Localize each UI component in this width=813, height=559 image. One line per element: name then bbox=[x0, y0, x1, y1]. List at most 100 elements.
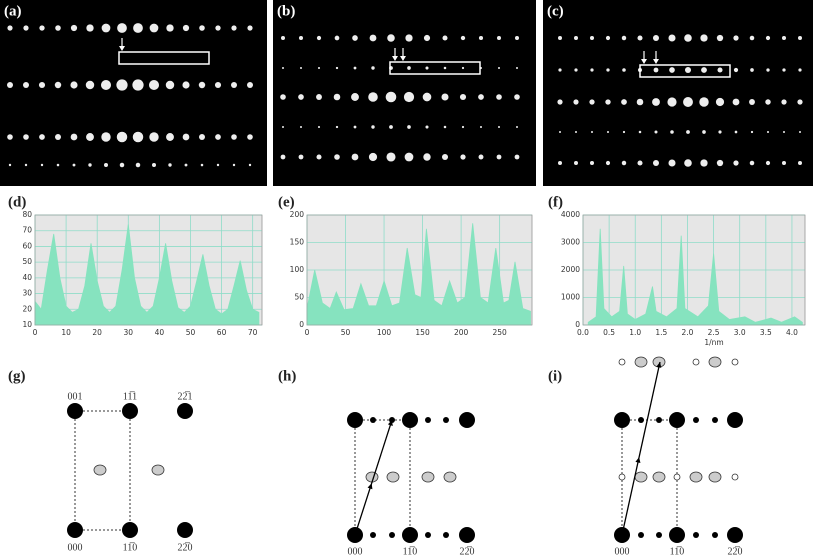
diffraction-spot bbox=[282, 67, 284, 69]
diffraction-spot bbox=[298, 35, 304, 41]
big-spot bbox=[614, 412, 630, 428]
x-tick-label: 50 bbox=[186, 328, 196, 337]
plot-area bbox=[34, 214, 263, 326]
diffraction-spot bbox=[589, 99, 595, 105]
arrow-head bbox=[392, 56, 398, 61]
diffraction-spot bbox=[514, 154, 520, 160]
diffraction-spot bbox=[55, 25, 61, 31]
diffraction-spot bbox=[589, 160, 595, 166]
gray-spot bbox=[708, 356, 722, 368]
diffraction-spot bbox=[684, 159, 692, 167]
gray-spot bbox=[634, 471, 648, 483]
gray-spot bbox=[93, 464, 107, 476]
diffraction-spot bbox=[133, 23, 143, 33]
x-tick-label: 150 bbox=[415, 328, 430, 337]
highlight-box bbox=[639, 64, 731, 78]
diffraction-spot bbox=[514, 94, 520, 100]
diffraction-spot bbox=[116, 131, 128, 143]
diffraction-spot bbox=[653, 67, 659, 73]
diffraction-spot bbox=[215, 25, 221, 31]
x-tick-label: 1.5 bbox=[655, 328, 667, 337]
diffraction-spot bbox=[405, 34, 413, 42]
diffraction-spot bbox=[298, 94, 304, 100]
small-spot bbox=[712, 532, 718, 538]
small-spot bbox=[389, 532, 395, 538]
diffraction-spot bbox=[353, 66, 357, 70]
x-tick-label: 100 bbox=[377, 328, 392, 337]
diffraction-spot bbox=[317, 125, 321, 129]
highlight-box bbox=[389, 61, 481, 75]
diffraction-spot bbox=[387, 34, 395, 42]
diffraction-spot bbox=[766, 68, 770, 72]
plot-frame bbox=[582, 214, 806, 326]
big-spot bbox=[669, 527, 685, 543]
vector bbox=[354, 419, 393, 536]
diffraction-spot bbox=[56, 163, 60, 167]
diffraction-spot bbox=[335, 125, 339, 129]
diffraction-spot bbox=[781, 160, 787, 166]
big-spot bbox=[67, 522, 83, 538]
diffraction-spot bbox=[733, 160, 739, 166]
diffraction-spot bbox=[334, 154, 340, 160]
diffraction-spot bbox=[200, 163, 204, 167]
diffraction-spot bbox=[478, 154, 484, 160]
diffraction-spot bbox=[199, 25, 205, 31]
diffraction-spot bbox=[668, 159, 676, 167]
diffraction-spot bbox=[575, 131, 577, 133]
diffraction-spot bbox=[781, 99, 787, 105]
index-label: 22̅1 bbox=[178, 391, 193, 402]
diffraction-spot bbox=[70, 24, 78, 32]
diffraction-spot bbox=[39, 134, 45, 140]
diffraction-spot bbox=[351, 153, 359, 161]
diffraction-spot bbox=[621, 160, 627, 166]
diffraction-spot bbox=[442, 35, 448, 41]
index-label: 000 bbox=[348, 546, 363, 557]
diffraction-spot bbox=[117, 23, 127, 33]
diffraction-spot bbox=[459, 93, 467, 101]
diffraction-spot bbox=[353, 125, 357, 129]
panel-label: (d) bbox=[8, 194, 26, 210]
diffraction-spot bbox=[317, 66, 321, 70]
diffraction-spot bbox=[389, 125, 393, 129]
diffraction-spot bbox=[247, 82, 253, 88]
diffraction-spot bbox=[299, 66, 303, 70]
diffraction-spot bbox=[369, 34, 377, 42]
diffraction-spot bbox=[280, 94, 286, 100]
diffraction-image bbox=[273, 0, 536, 186]
diffraction-spot bbox=[231, 134, 237, 140]
diffraction-spot bbox=[574, 36, 578, 40]
diffraction-spot bbox=[231, 25, 237, 31]
small-spot bbox=[656, 532, 662, 538]
diffraction-spot bbox=[668, 34, 676, 42]
diffraction-spot bbox=[684, 66, 692, 74]
x-tick-label: 200 bbox=[454, 328, 469, 337]
diffraction-spot bbox=[423, 34, 431, 42]
diffraction-spot bbox=[558, 36, 562, 40]
small-spot bbox=[443, 417, 449, 423]
y-tick-label: 40 bbox=[22, 273, 32, 282]
diffraction-spot bbox=[765, 99, 771, 105]
diffraction-spot bbox=[232, 163, 236, 167]
diffraction-spot bbox=[733, 67, 739, 73]
diffraction-spot bbox=[404, 152, 414, 162]
diffraction-spot bbox=[557, 99, 563, 105]
x-tick-label: 3.0 bbox=[734, 328, 746, 337]
big-spot bbox=[727, 527, 743, 543]
intensity-profile bbox=[587, 228, 803, 326]
diffraction-spot bbox=[281, 36, 285, 40]
diffraction-spot bbox=[717, 67, 723, 73]
open-spot bbox=[731, 358, 739, 366]
diffraction-spot bbox=[498, 67, 500, 69]
diffraction-spot bbox=[621, 99, 627, 105]
diffraction-spot bbox=[371, 125, 375, 129]
diffraction-spot bbox=[478, 35, 484, 41]
diffraction-spot bbox=[8, 163, 12, 167]
diffraction-spot bbox=[606, 130, 610, 134]
diffraction-spot bbox=[248, 163, 252, 167]
plot-frame bbox=[306, 214, 533, 326]
diffraction-spot bbox=[168, 163, 172, 167]
diffraction-spot bbox=[637, 35, 643, 41]
arrow-head bbox=[635, 457, 641, 463]
diffraction-spot bbox=[683, 97, 693, 107]
open-spot bbox=[692, 358, 700, 366]
